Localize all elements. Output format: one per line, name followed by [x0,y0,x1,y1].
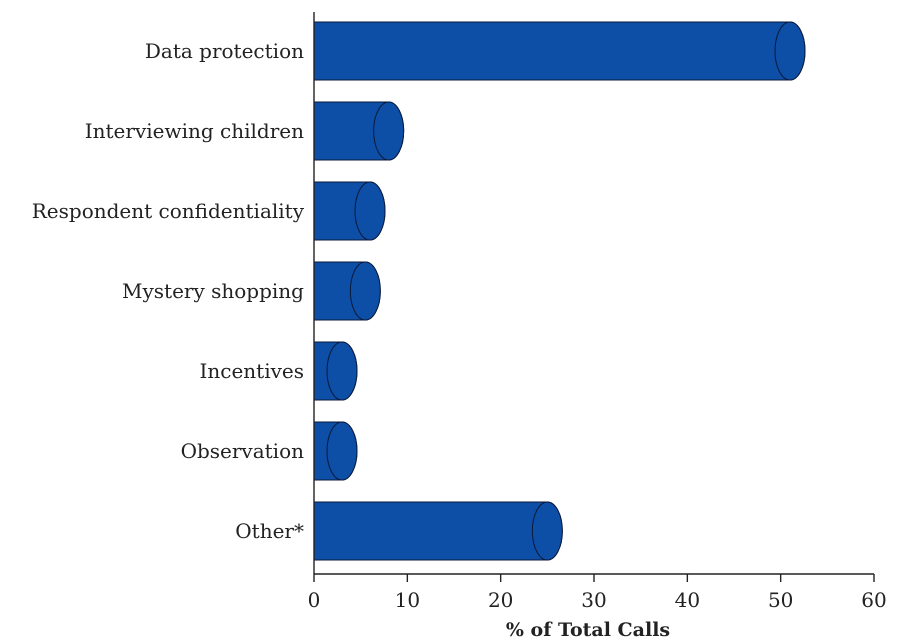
bar [313,501,563,561]
bar-end-cap [531,501,563,561]
bar-end-cap [354,181,386,241]
category-label: Incentives [199,359,304,383]
x-tick-label: 0 [308,588,321,612]
category-label: Respondent confidentiality [32,199,305,223]
bar-end-cap [326,421,358,481]
category-label: Observation [181,439,305,463]
bar [313,21,806,81]
category-label: Interviewing children [85,119,304,143]
bars-group [313,21,806,561]
x-tick-label: 10 [395,588,420,612]
bar [313,421,358,481]
bar [313,181,386,241]
bar-end-cap [326,341,358,401]
bar-body [313,501,563,561]
x-tick-label: 60 [861,588,886,612]
category-label: Mystery shopping [122,279,304,303]
bar [313,341,358,401]
bar-body [313,21,806,81]
bar-end-cap [349,261,381,321]
x-axis-title: % of Total Calls [506,619,670,641]
x-tick-label: 40 [675,588,700,612]
x-tick-label: 50 [768,588,793,612]
x-axis-ticks: 0 10 20 30 40 50 60 [308,574,887,612]
bar-end-cap [774,21,806,81]
x-tick-label: 30 [581,588,606,612]
bar [313,261,381,321]
bar [313,101,405,161]
category-label: Data protection [145,39,304,63]
category-labels: Data protection Interviewing children Resp… [32,39,305,543]
bar-end-cap [373,101,405,161]
x-tick-label: 20 [488,588,513,612]
category-label: Other* [235,519,304,543]
